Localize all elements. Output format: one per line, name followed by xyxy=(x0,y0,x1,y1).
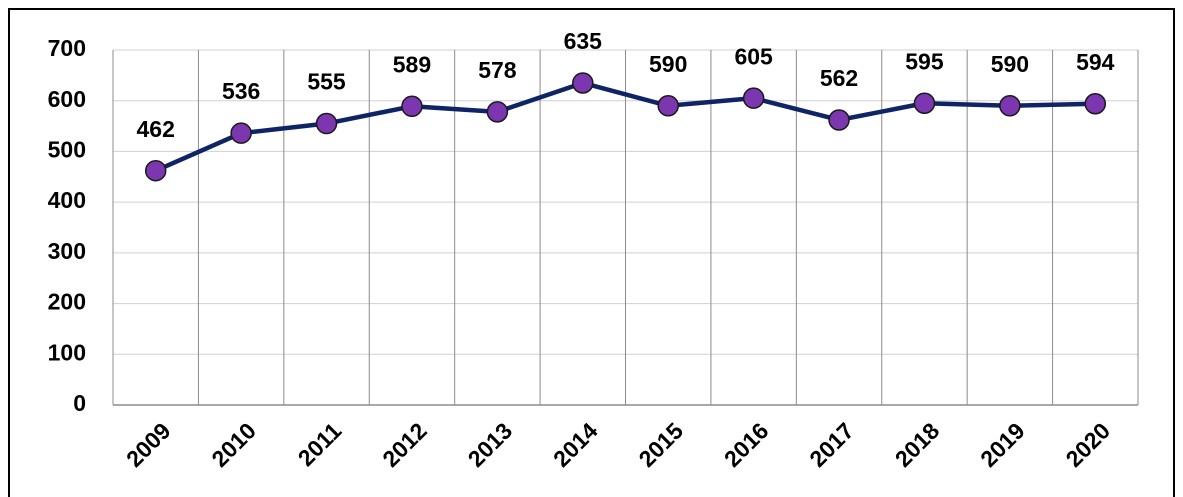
marker xyxy=(144,159,167,182)
marker xyxy=(315,112,338,135)
marker xyxy=(913,92,936,114)
data-label: 635 xyxy=(564,28,603,54)
y-tick-label: 200 xyxy=(48,289,86,315)
data-label: 590 xyxy=(991,51,1029,77)
data-label: 594 xyxy=(1076,49,1115,75)
marker xyxy=(999,95,1021,117)
data-label: 590 xyxy=(649,51,687,77)
y-tick-label: 300 xyxy=(48,238,86,264)
marker xyxy=(486,101,509,123)
y-tick-label: 500 xyxy=(48,137,86,163)
marker xyxy=(1084,93,1107,115)
y-tick-label: 100 xyxy=(48,339,86,365)
data-label: 578 xyxy=(478,57,517,83)
data-label: 555 xyxy=(307,69,346,95)
marker xyxy=(230,122,252,144)
y-tick-label: 400 xyxy=(48,187,86,213)
line xyxy=(154,80,1096,173)
data-label: 605 xyxy=(734,43,773,69)
marker xyxy=(572,72,594,94)
data-label: 589 xyxy=(393,51,431,77)
marker xyxy=(657,95,679,117)
marker xyxy=(742,87,765,109)
data-label: 562 xyxy=(820,65,858,91)
y-tick-label: 0 xyxy=(73,390,86,416)
marker xyxy=(401,95,423,118)
data-label: 462 xyxy=(137,116,175,142)
y-tick-label: 700 xyxy=(48,35,86,61)
marker xyxy=(828,109,850,131)
y-tick-label: 600 xyxy=(48,86,86,112)
data-label: 595 xyxy=(905,48,944,74)
data-label: 536 xyxy=(222,78,260,104)
